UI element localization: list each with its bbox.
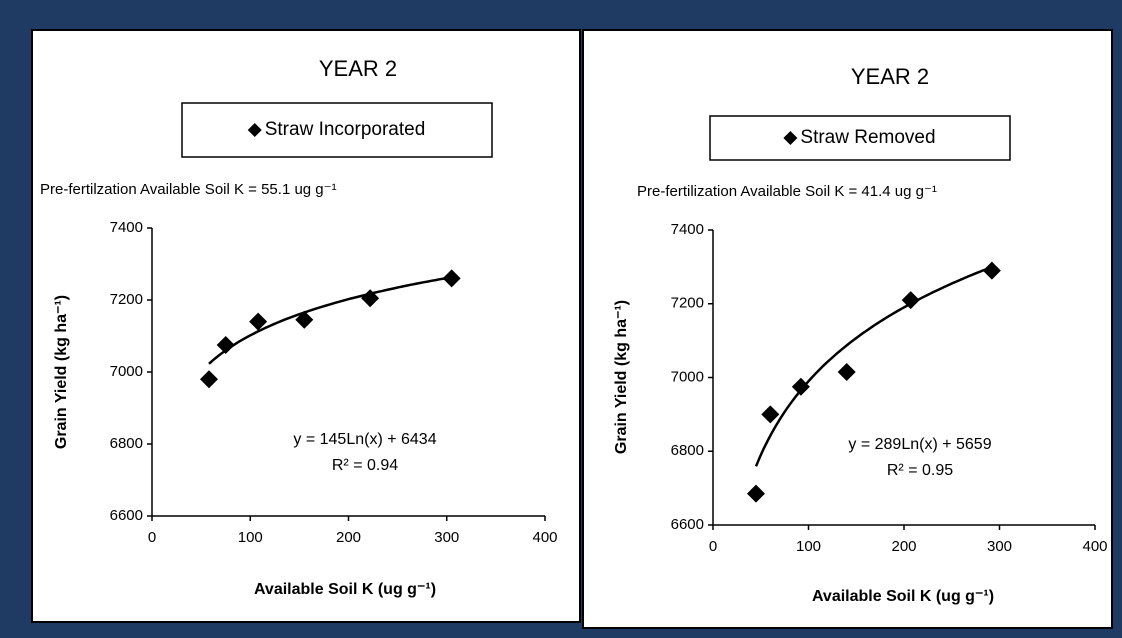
y-axis-label: Grain Yield (kg ha⁻¹) xyxy=(613,300,630,454)
data-point xyxy=(901,291,920,310)
x-tick-label: 0 xyxy=(709,538,717,555)
y-tick-label: 7000 xyxy=(671,368,704,385)
legend-marker xyxy=(783,131,798,145)
x-tick-label: 100 xyxy=(796,538,821,555)
data-point xyxy=(216,336,235,354)
x-tick-label: 200 xyxy=(891,538,916,555)
trendline xyxy=(754,265,993,467)
data-point xyxy=(361,289,380,308)
data-point xyxy=(761,405,780,424)
annotation: R² = 0.95 xyxy=(887,462,953,479)
chart-title: YEAR 2 xyxy=(851,64,929,89)
y-axis-label: Grain Yield (kg ha⁻¹) xyxy=(53,295,70,449)
x-tick-label: 100 xyxy=(238,529,263,546)
x-tick-label: 200 xyxy=(336,529,361,546)
legend-marker xyxy=(247,123,262,137)
x-tick-label: 300 xyxy=(434,529,459,546)
x-axis-label: Available Soil K (ug g⁻¹) xyxy=(254,581,436,598)
data-point xyxy=(837,362,856,381)
data-point xyxy=(791,377,810,396)
legend-label: Straw Removed xyxy=(800,127,935,148)
x-tick-label: 0 xyxy=(148,529,156,546)
annotation: y = 289Ln(x) + 5659 xyxy=(848,436,991,453)
annotation: y = 145Ln(x) + 6434 xyxy=(293,431,436,448)
chart-title: YEAR 2 xyxy=(319,56,397,81)
y-tick-label: 7000 xyxy=(110,363,143,380)
legend xyxy=(709,115,1011,161)
data-point xyxy=(199,370,218,389)
data-point xyxy=(746,484,765,503)
data-point xyxy=(249,312,268,331)
data-point xyxy=(982,261,1001,280)
x-axis-label: Available Soil K (ug g⁻¹) xyxy=(812,588,994,605)
data-point xyxy=(295,310,314,329)
y-tick-label: 7400 xyxy=(110,219,143,236)
data-point xyxy=(442,269,461,288)
x-tick-label: 400 xyxy=(1082,538,1107,555)
annotation: R² = 0.94 xyxy=(332,457,398,474)
x-tick-label: 300 xyxy=(987,538,1012,555)
y-tick-label: 7400 xyxy=(671,221,704,238)
subtitle: Pre-fertilzation Available Soil K = 55.1… xyxy=(40,181,337,198)
x-tick-label: 400 xyxy=(532,529,557,546)
y-tick-label: 6600 xyxy=(110,507,143,524)
y-tick-label: 6800 xyxy=(671,442,704,459)
legend xyxy=(181,102,493,158)
y-tick-label: 6600 xyxy=(671,516,704,533)
y-tick-label: 7200 xyxy=(110,291,143,308)
legend-label: Straw Incorporated xyxy=(265,119,426,140)
y-tick-label: 7200 xyxy=(671,295,704,312)
subtitle: Pre-fertilization Available Soil K = 41.… xyxy=(637,183,937,200)
y-tick-label: 6800 xyxy=(110,435,143,452)
trendline xyxy=(208,275,452,365)
